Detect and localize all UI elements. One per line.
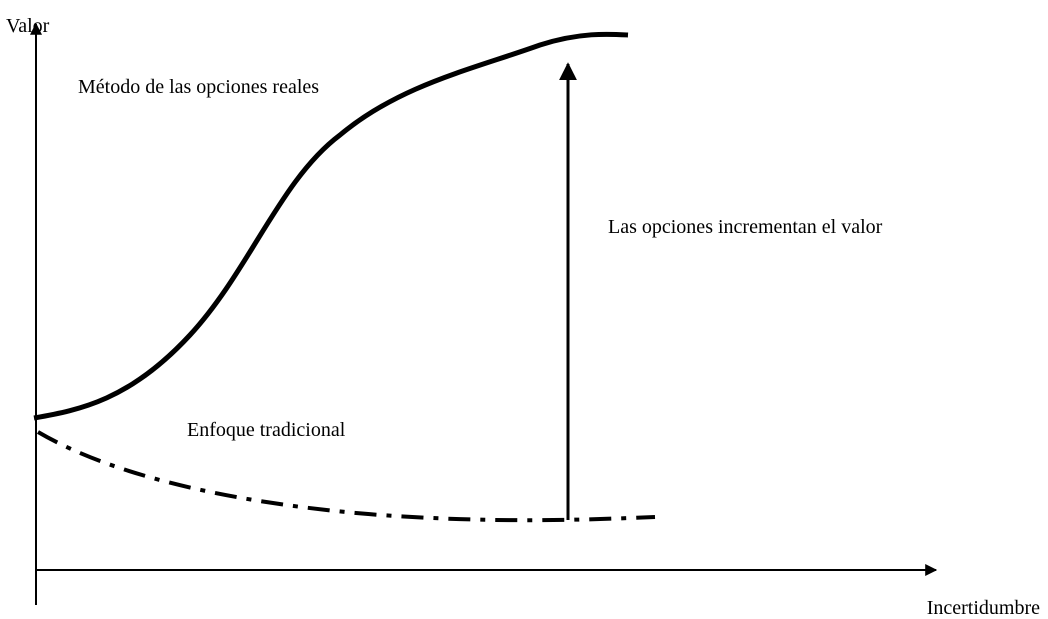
x-axis-label: Incertidumbre: [927, 597, 1040, 619]
traditional-label: Enfoque tradicional: [187, 419, 346, 441]
real-options-curve: [33, 31, 629, 421]
real-options-label: Método de las opciones reales: [78, 76, 319, 98]
traditional-curve: [36, 430, 656, 523]
annotation: Las opciones incrementan el valor: [608, 216, 883, 238]
y-axis-label: Valor: [6, 15, 50, 37]
